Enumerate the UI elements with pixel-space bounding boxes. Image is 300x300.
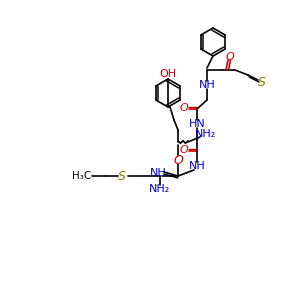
Text: NH: NH [199,80,215,90]
Text: NH: NH [189,161,206,171]
Text: H₃C: H₃C [72,171,92,181]
Text: OH: OH [159,69,177,79]
Text: S: S [258,76,266,89]
Text: O: O [226,52,234,62]
Text: O: O [180,103,188,113]
Text: O: O [180,145,188,155]
Text: NH: NH [150,168,166,178]
Text: NH₂: NH₂ [195,129,217,139]
Text: NH₂: NH₂ [149,184,171,194]
Text: HN: HN [189,119,206,129]
Text: O: O [173,154,183,166]
Text: S: S [118,169,126,182]
